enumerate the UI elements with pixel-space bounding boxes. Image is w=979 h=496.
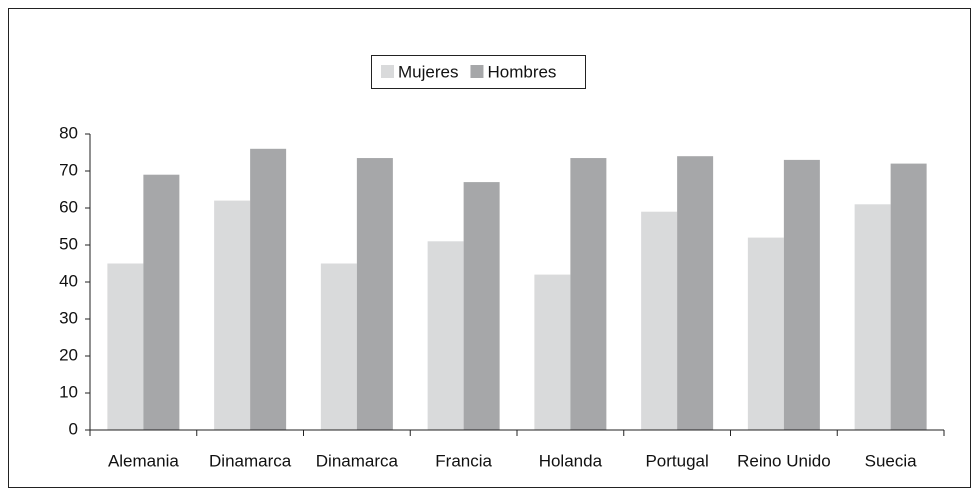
bar xyxy=(356,158,393,431)
bar xyxy=(570,158,607,431)
bar xyxy=(107,263,144,430)
x-tick-label: Francia xyxy=(435,451,492,470)
bar xyxy=(890,163,927,430)
bar xyxy=(783,159,820,430)
legend-label: Mujeres xyxy=(398,62,458,81)
y-tick-label: 20 xyxy=(59,345,78,364)
x-tick-label: Alemania xyxy=(108,451,179,470)
bar xyxy=(427,241,464,430)
legend-label: Hombres xyxy=(487,62,556,81)
y-tick-label: 10 xyxy=(59,382,78,401)
bar xyxy=(534,274,571,430)
bar xyxy=(320,263,357,430)
x-tick-label: Reino Unido xyxy=(737,451,831,470)
x-tick-label: Holanda xyxy=(539,451,603,470)
y-tick-label: 50 xyxy=(59,234,78,253)
bar xyxy=(747,237,784,430)
x-tick-label: Dinamarca xyxy=(209,451,292,470)
bar xyxy=(250,148,287,431)
legend-swatch xyxy=(381,65,394,78)
legend-swatch xyxy=(470,65,484,78)
bar xyxy=(641,211,678,430)
bar xyxy=(143,174,180,430)
y-tick-label: 80 xyxy=(59,123,78,142)
y-tick-label: 30 xyxy=(59,308,78,327)
bar xyxy=(854,204,891,430)
legend-box xyxy=(371,55,586,89)
y-tick-label: 40 xyxy=(59,271,78,290)
bar xyxy=(214,200,251,430)
bar xyxy=(463,182,500,430)
y-tick-label: 60 xyxy=(59,197,78,216)
x-tick-label: Dinamarca xyxy=(316,451,399,470)
y-tick-label: 0 xyxy=(69,419,78,438)
chart-frame xyxy=(8,8,971,488)
x-tick-label: Portugal xyxy=(645,451,708,470)
x-tick-label: Suecia xyxy=(865,451,918,470)
bar xyxy=(677,156,714,430)
y-tick-label: 70 xyxy=(59,160,78,179)
